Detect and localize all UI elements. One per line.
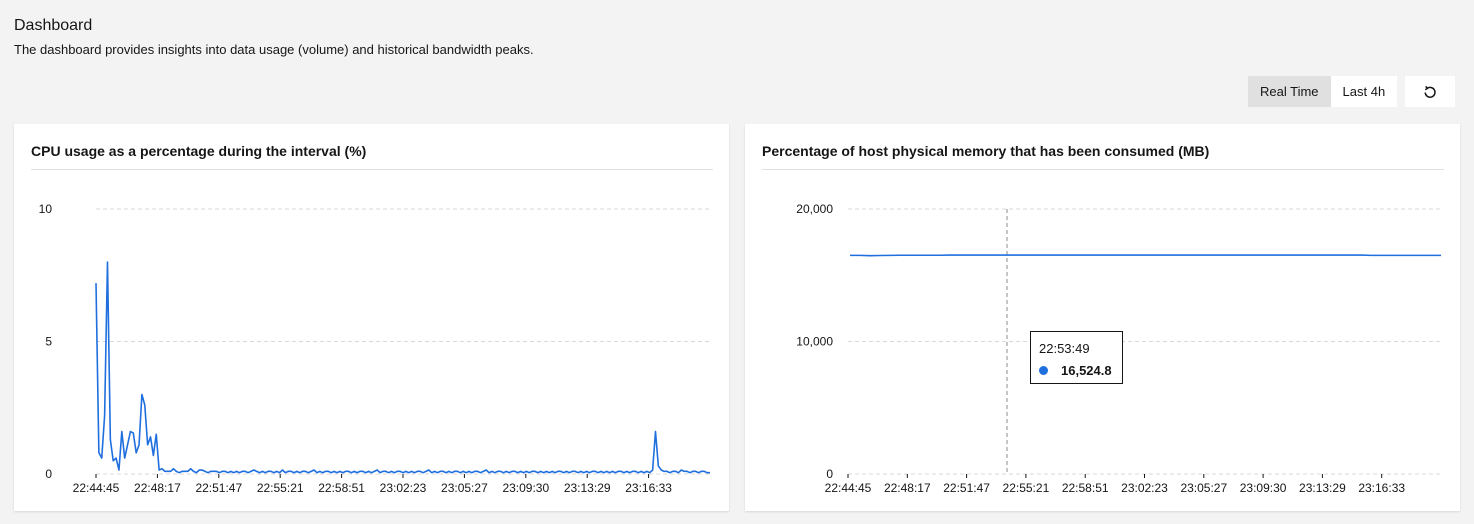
x-tick-label: 23:16:33: [1358, 481, 1405, 495]
x-tick-label: 22:48:17: [134, 481, 181, 495]
refresh-button[interactable]: [1405, 76, 1456, 107]
x-tick-label: 22:51:47: [195, 481, 242, 495]
memory-usage-panel: Percentage of host physical memory that …: [745, 124, 1460, 511]
x-tick-label: 22:58:51: [1062, 481, 1109, 495]
series-line: [95, 261, 710, 474]
x-tick-label: 22:58:51: [318, 481, 365, 495]
series-dot-icon: [1039, 366, 1048, 375]
x-tick-label: 22:44:45: [825, 481, 872, 495]
cpu-chart-title: CPU usage as a percentage during the int…: [31, 143, 367, 159]
panel-divider: [762, 169, 1444, 170]
x-tick-label: 22:55:21: [1003, 481, 1050, 495]
x-tick-label: 23:16:33: [625, 481, 672, 495]
page-title: Dashboard: [14, 17, 93, 34]
x-tick-label: 22:51:47: [943, 481, 990, 495]
real-time-button[interactable]: Real Time: [1248, 76, 1331, 107]
y-tick-label: 10,000: [796, 335, 833, 349]
x-tick-label: 23:05:27: [441, 481, 488, 495]
cpu-usage-panel: CPU usage as a percentage during the int…: [14, 124, 729, 511]
y-tick-label: 10: [39, 202, 53, 216]
time-range-toolbar: Real Time Last 4h: [1248, 76, 1456, 107]
y-tick-label: 5: [45, 335, 52, 349]
x-tick-label: 23:02:23: [380, 481, 427, 495]
memory-chart-title: Percentage of host physical memory that …: [762, 143, 1210, 159]
x-tick-label: 22:48:17: [884, 481, 931, 495]
x-tick-label: 22:44:45: [73, 481, 120, 495]
x-tick-label: 23:13:29: [1299, 481, 1346, 495]
page-subtitle: The dashboard provides insights into dat…: [14, 42, 534, 57]
cpu-usage-chart[interactable]: 10 5 0 22:44:45 22:48:17 22:51:47 22:55:21 22:5…: [14, 124, 729, 511]
memory-usage-chart[interactable]: 20,000 10,000 022:44:45 22:48:17 22:51:47 22:…: [745, 124, 1460, 511]
series-line: [850, 254, 1441, 257]
y-tick-label: 0: [826, 467, 833, 481]
refresh-icon: [1424, 85, 1436, 98]
tooltip-value: 16,524.8: [1061, 363, 1112, 378]
x-tick-label: 23:02:23: [1121, 481, 1168, 495]
x-tick-label: 23:13:29: [564, 481, 611, 495]
tooltip-time: 22:53:49: [1039, 341, 1090, 356]
x-tick-label: 23:05:27: [1180, 481, 1227, 495]
x-tick-label: 22:55:21: [257, 481, 304, 495]
y-tick-label: 20,000: [796, 202, 833, 216]
panel-divider: [31, 169, 713, 170]
last-4h-button[interactable]: Last 4h: [1330, 76, 1398, 107]
x-tick-label: 23:09:30: [502, 481, 549, 495]
x-tick-label: 23:09:30: [1240, 481, 1287, 495]
y-tick-label: 0: [45, 467, 52, 481]
chart-tooltip: 22:53:49 16,524.8: [1030, 331, 1123, 384]
